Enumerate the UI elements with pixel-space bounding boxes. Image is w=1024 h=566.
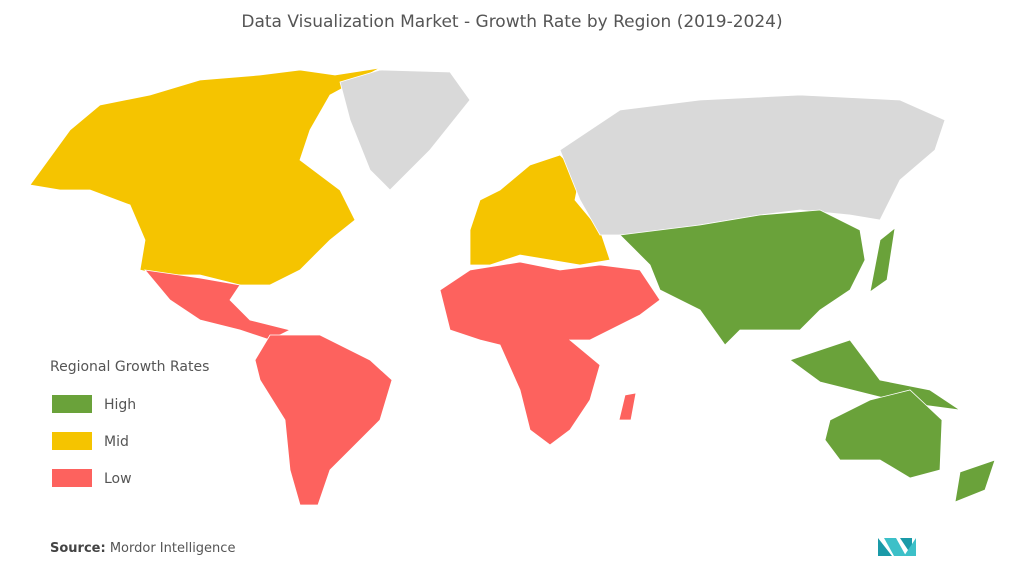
logo xyxy=(878,538,916,556)
legend-label: High xyxy=(104,397,136,413)
russia xyxy=(559,94,946,236)
new-zealand xyxy=(954,459,996,503)
source: Source: Mordor Intelligence xyxy=(50,541,235,556)
legend-swatch xyxy=(52,432,92,450)
southeast-asia-islands xyxy=(789,339,961,411)
map xyxy=(29,67,996,506)
madagascar xyxy=(618,392,637,421)
source-label: Source: xyxy=(50,541,106,556)
greenland xyxy=(339,69,471,191)
central-america xyxy=(144,269,292,341)
legend: High Mid Low xyxy=(52,395,136,487)
africa-middle-east xyxy=(439,261,661,446)
south-america xyxy=(254,334,393,506)
australia xyxy=(824,389,943,479)
north-america xyxy=(29,67,381,286)
legend-swatch xyxy=(52,469,92,487)
title: Data Visualization Market - Growth Rate … xyxy=(241,12,782,32)
source-text: Mordor Intelligence xyxy=(110,541,236,556)
legend-title: Regional Growth Rates xyxy=(50,359,209,375)
asia xyxy=(619,209,866,346)
legend-swatch xyxy=(52,395,92,413)
legend-label: Low xyxy=(104,471,132,487)
legend-label: Mid xyxy=(104,434,129,450)
japan xyxy=(869,227,896,293)
